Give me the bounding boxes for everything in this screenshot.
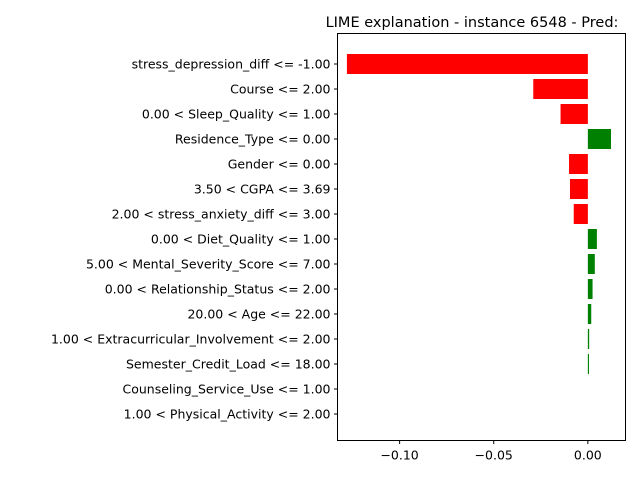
y-tick-label: Course <= 2.00 [230,82,330,97]
y-tick-label: 0.00 < Relationship_Status <= 2.00 [105,282,331,297]
plot-frame [337,33,626,441]
bar-7 [573,204,588,224]
bar-9 [587,254,595,274]
chart-title: LIME explanation - instance 6548 - Pred: [326,15,619,31]
y-tick-label: Residence_Type <= 0.00 [175,132,331,147]
bar-8 [587,229,597,249]
y-tick-label: 3.50 < CGPA <= 3.69 [194,182,331,197]
y-tick-label: 0.00 < Sleep_Quality <= 1.00 [142,107,331,122]
bars-group [346,54,612,374]
x-tick-label: 0.00 [574,448,602,463]
x-tick-label: −0.05 [475,448,513,463]
y-tick-label: Counseling_Service_Use <= 1.00 [122,382,330,397]
bar-4 [587,129,612,149]
y-tick-label: Gender <= 0.00 [228,157,331,172]
bar-13 [587,354,589,374]
y-tick-label: 2.00 < stress_anxiety_diff <= 3.00 [112,207,331,222]
y-tick-label: 5.00 < Mental_Severity_Score <= 7.00 [86,257,331,272]
y-tick-label: 20.00 < Age <= 22.00 [187,307,330,322]
y-tick-labels: stress_depression_diff <= -1.00 Course <=… [51,57,338,422]
y-tick-label: 1.00 < Physical_Activity <= 2.00 [124,407,331,422]
bar-10 [587,279,593,299]
x-ticks: −0.10 −0.05 0.00 [380,440,602,463]
y-tick-label: Semester_Credit_Load <= 18.00 [126,357,331,372]
bar-11 [587,304,592,324]
bar-5 [569,154,588,174]
y-tick-label: stress_depression_diff <= -1.00 [132,57,331,72]
bar-1 [346,54,588,74]
bar-2 [533,79,588,99]
bar-12 [587,329,590,349]
bar-6 [569,179,588,199]
y-tick-label: 0.00 < Diet_Quality <= 1.00 [151,232,331,247]
y-tick-label: 1.00 < Extracurricular_Involvement <= 2.… [51,332,331,347]
x-tick-label: −0.10 [380,448,418,463]
bar-3 [560,104,588,124]
